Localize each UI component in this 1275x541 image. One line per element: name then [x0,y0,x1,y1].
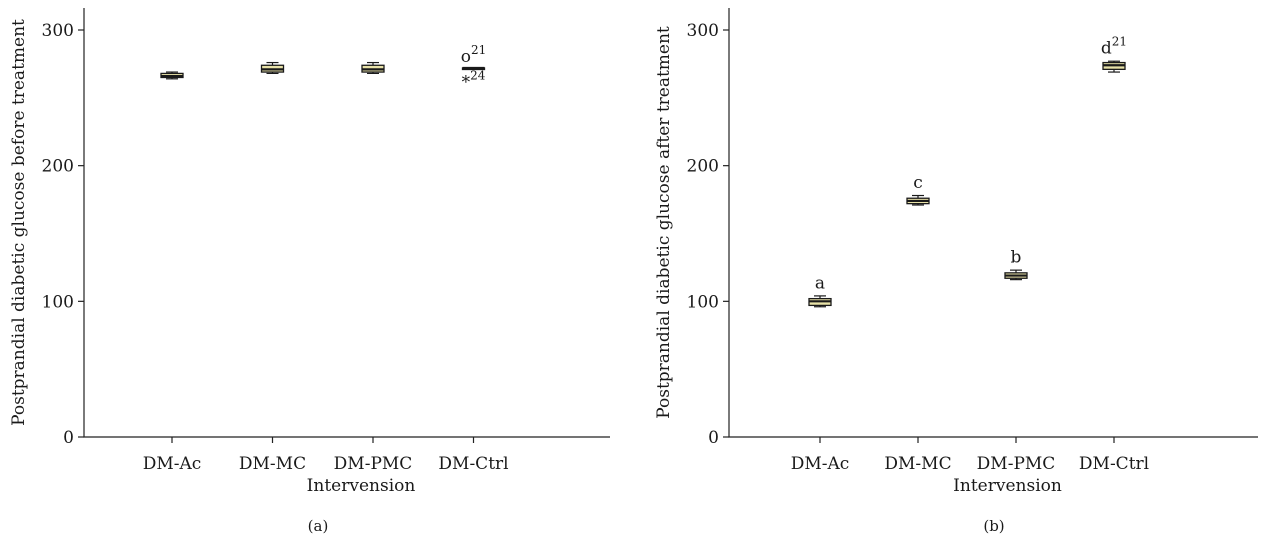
y-tick-label: 100 [42,292,74,312]
x-tick-label: DM-Ac [143,454,202,474]
x-tick-label: DM-MC [884,454,951,474]
y-axis-title: Postprandial diabetic glucose after trea… [654,26,674,419]
box-plot-dm-mc [262,63,284,74]
x-tick-label: DM-Ac [791,454,850,474]
x-tick-label: DM-Ctrl [1079,454,1149,474]
y-tick-label: 0 [63,428,74,448]
y-tick-label: 0 [708,428,719,448]
annotation-label: b [1011,248,1022,268]
panel-a: 0 100 200 300 Postprandial diabetic glucose … [9,8,610,535]
annotation-label: *24 [462,69,486,93]
annotation-label: d21 [1101,35,1127,59]
y-tick-label: 300 [42,21,74,41]
y-tick-label: 200 [42,157,74,177]
box-plot-dm-ac [809,296,831,307]
axis-lines [84,8,610,437]
panel-label: (b) [983,517,1004,535]
x-axis-title: Intervension [953,476,1062,496]
annotation-label: o21 [461,43,487,67]
box-plot-dm-ac [161,72,183,79]
annotation-label: a [815,273,825,293]
box-plot-dm-pmc [362,63,384,74]
axis-lines [729,8,1258,437]
annotation-label: c [913,173,923,193]
box-plot-dm-mc [907,196,929,205]
panel-label: (a) [308,517,329,535]
x-tick-label: DM-Ctrl [438,454,508,474]
x-tick-label: DM-MC [239,454,306,474]
y-tick-label: 300 [687,21,719,41]
x-tick-label: DM-PMC [977,454,1056,474]
box-plot-dm-pmc [1005,270,1027,279]
panel-b: 0 100 200 300 Postprandial diabetic glucose … [654,8,1258,535]
y-axis-title: Postprandial diabetic glucose before tre… [9,19,29,426]
x-tick-label: DM-PMC [334,454,413,474]
y-tick-label: 200 [687,157,719,177]
x-axis-title: Intervension [307,476,416,496]
y-tick-label: 100 [687,292,719,312]
box-plot-dm-ctrl [1103,61,1125,72]
